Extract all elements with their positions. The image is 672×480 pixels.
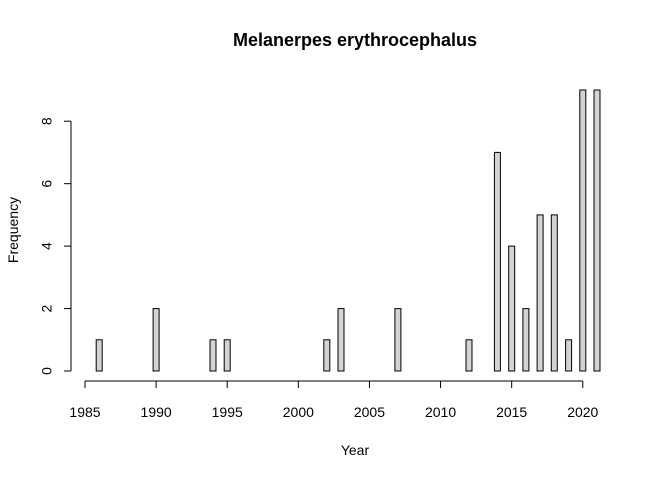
bar-2007 — [394, 308, 402, 372]
y-tick-label-4: 4 — [39, 242, 55, 250]
x-axis-label: Year — [341, 442, 370, 458]
x-tick-label-2020: 2020 — [567, 404, 598, 420]
bars-group — [95, 89, 601, 372]
bar-2002 — [323, 339, 331, 372]
bar-1995 — [223, 339, 231, 372]
x-tick-label-1990: 1990 — [141, 404, 172, 420]
bar-2012 — [465, 339, 473, 372]
bar-2018 — [550, 214, 558, 372]
bar-2021 — [593, 89, 601, 372]
chart-title: Melanerpes erythrocephalus — [233, 30, 477, 50]
x-tick-label-2010: 2010 — [425, 404, 456, 420]
x-tick-label-2015: 2015 — [496, 404, 527, 420]
bar-2017 — [536, 214, 544, 372]
bar-2016 — [522, 308, 530, 372]
x-axis: 1985 1990 1995 2000 2005 2010 2015 2020 — [69, 380, 599, 420]
bar-1994 — [209, 339, 217, 372]
y-axis-label: Frequency — [5, 197, 21, 263]
y-tick-label-2: 2 — [39, 304, 55, 312]
bar-2020 — [579, 89, 587, 372]
x-tick-label-2005: 2005 — [354, 404, 385, 420]
bar-2014 — [493, 151, 501, 372]
bar-2015 — [508, 245, 516, 372]
y-axis: 0 2 4 6 8 — [39, 117, 72, 375]
x-tick-label-1995: 1995 — [212, 404, 243, 420]
x-tick-label-2000: 2000 — [283, 404, 314, 420]
bar-1986 — [95, 339, 103, 372]
y-tick-label-0: 0 — [39, 367, 55, 375]
x-tick-label-1985: 1985 — [69, 404, 100, 420]
y-tick-label-8: 8 — [39, 117, 55, 125]
bar-2003 — [337, 308, 345, 372]
y-tick-label-6: 6 — [39, 180, 55, 188]
bar-1990 — [152, 308, 160, 372]
bar-2019 — [565, 339, 573, 372]
